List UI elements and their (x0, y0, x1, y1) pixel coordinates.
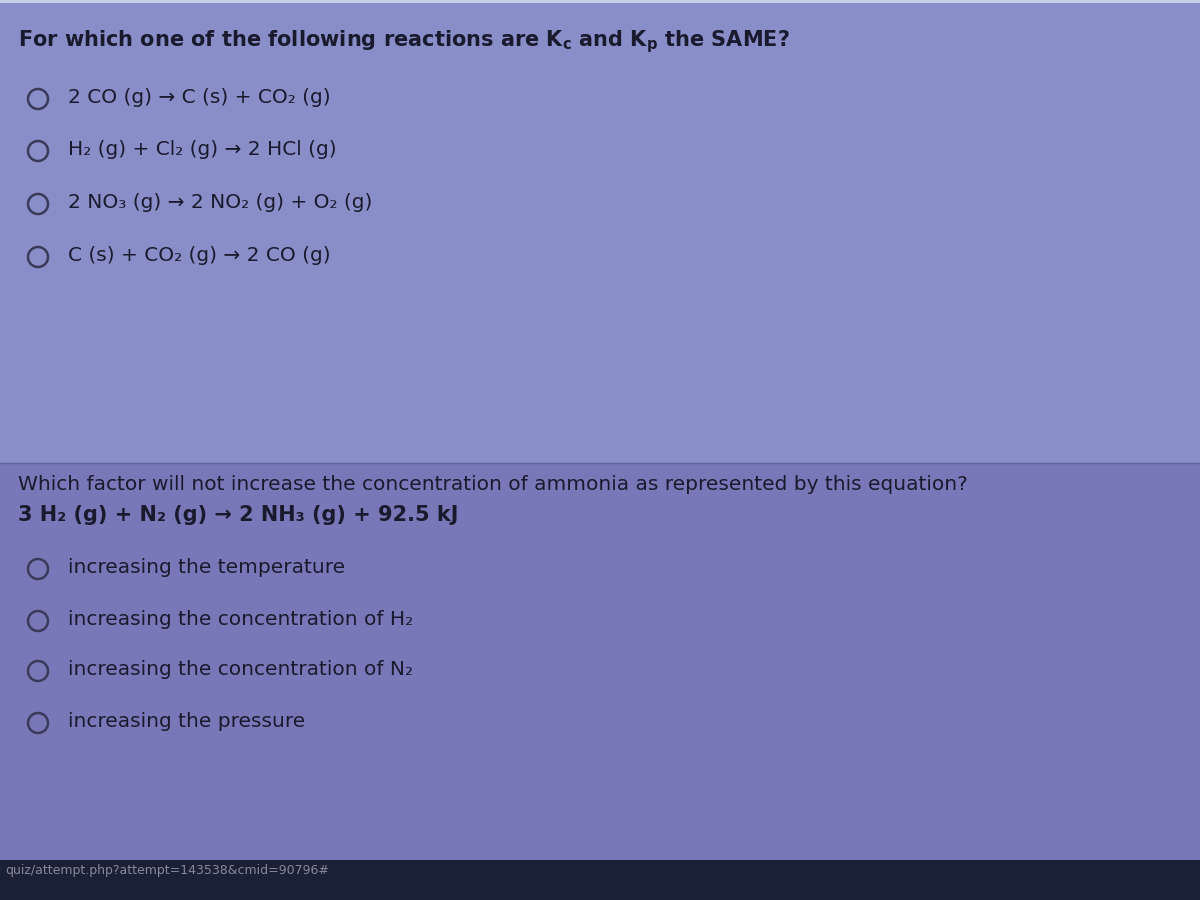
Text: For which one of the following reactions are $\mathregular{K_c}$ and $\mathregul: For which one of the following reactions… (18, 28, 790, 55)
Text: C (s) + CO₂ (g) → 2 CO (g): C (s) + CO₂ (g) → 2 CO (g) (68, 246, 331, 265)
Text: Which factor will not increase the concentration of ammonia as represented by th: Which factor will not increase the conce… (18, 475, 967, 494)
Text: 2 NO₃ (g) → 2 NO₂ (g) + O₂ (g): 2 NO₃ (g) → 2 NO₂ (g) + O₂ (g) (68, 193, 372, 212)
Bar (0, 860, 1200, 900)
Text: 2 CO (g) → C (s) + CO₂ (g): 2 CO (g) → C (s) + CO₂ (g) (68, 88, 331, 107)
Text: increasing the concentration of N₂: increasing the concentration of N₂ (68, 660, 413, 679)
Bar (0, 0, 1200, 3)
Text: H₂ (g) + Cl₂ (g) → 2 HCl (g): H₂ (g) + Cl₂ (g) → 2 HCl (g) (68, 140, 337, 159)
Text: 3 H₂ (g) + N₂ (g) → 2 NH₃ (g) + 92.5 kJ: 3 H₂ (g) + N₂ (g) → 2 NH₃ (g) + 92.5 kJ (18, 505, 458, 525)
Bar (0, 0, 1200, 463)
Bar (0, 463, 1200, 900)
Text: increasing the concentration of H₂: increasing the concentration of H₂ (68, 610, 413, 629)
Text: increasing the pressure: increasing the pressure (68, 712, 305, 731)
Text: increasing the temperature: increasing the temperature (68, 558, 346, 577)
Text: quiz/attempt.php?attempt=143538&cmid=90796#: quiz/attempt.php?attempt=143538&cmid=907… (5, 864, 329, 877)
